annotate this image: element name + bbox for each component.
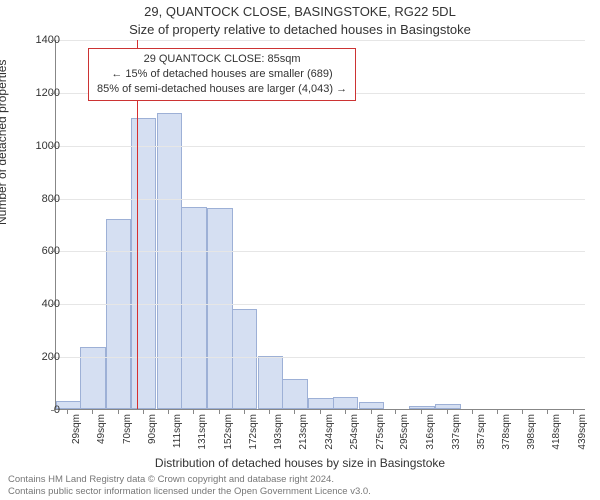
chart-subtitle: Size of property relative to detached ho… [0, 22, 600, 37]
x-axis-label: Distribution of detached houses by size … [0, 456, 600, 470]
histogram-bar [282, 379, 307, 409]
x-tick-label: 234sqm [324, 414, 335, 460]
x-tick-mark [472, 410, 473, 414]
y-tick-mark [51, 40, 55, 41]
histogram-bar [258, 356, 283, 409]
footer: Contains HM Land Registry data © Crown c… [8, 474, 371, 498]
x-tick-label: 49sqm [96, 414, 107, 460]
x-tick-mark [522, 410, 523, 414]
x-tick-mark [118, 410, 119, 414]
x-tick-mark [67, 410, 68, 414]
x-tick-label: 111sqm [172, 414, 183, 460]
info-line3: 85% of semi-detached houses are larger (… [97, 82, 347, 97]
x-tick-mark [447, 410, 448, 414]
x-tick-mark [92, 410, 93, 414]
x-tick-mark [497, 410, 498, 414]
grid-line [56, 357, 585, 358]
x-tick-label: 193sqm [273, 414, 284, 460]
x-tick-mark [193, 410, 194, 414]
x-tick-mark [143, 410, 144, 414]
y-tick-mark [51, 410, 55, 411]
histogram-bar [131, 118, 156, 409]
x-tick-label: 398sqm [526, 414, 537, 460]
y-tick-mark [51, 304, 55, 305]
x-tick-mark [421, 410, 422, 414]
y-tick-mark [51, 251, 55, 252]
x-tick-label: 439sqm [577, 414, 588, 460]
x-tick-mark [219, 410, 220, 414]
x-tick-mark [345, 410, 346, 414]
x-tick-mark [168, 410, 169, 414]
chart-container: { "title": "29, QUANTOCK CLOSE, BASINGST… [0, 0, 600, 500]
x-tick-label: 152sqm [223, 414, 234, 460]
x-tick-label: 357sqm [476, 414, 487, 460]
info-box: 29 QUANTOCK CLOSE: 85sqm ← 15% of detach… [88, 48, 356, 101]
x-tick-mark [371, 410, 372, 414]
x-tick-mark [294, 410, 295, 414]
footer-line1: Contains HM Land Registry data © Crown c… [8, 474, 371, 486]
y-tick-mark [51, 93, 55, 94]
histogram-bar [232, 309, 257, 409]
histogram-bar [409, 406, 434, 409]
x-tick-label: 316sqm [425, 414, 436, 460]
grid-line [56, 251, 585, 252]
histogram-bar [308, 398, 333, 409]
x-tick-mark [573, 410, 574, 414]
x-tick-mark [269, 410, 270, 414]
histogram-bar [359, 402, 384, 409]
grid-line [56, 146, 585, 147]
x-tick-label: 254sqm [349, 414, 360, 460]
histogram-bar [157, 113, 182, 409]
histogram-bar [207, 208, 232, 409]
info-line2: ← 15% of detached houses are smaller (68… [97, 67, 347, 82]
histogram-bar [106, 219, 131, 409]
x-tick-label: 213sqm [298, 414, 309, 460]
x-tick-label: 337sqm [451, 414, 462, 460]
grid-line [56, 40, 585, 41]
x-tick-mark [395, 410, 396, 414]
x-tick-mark [320, 410, 321, 414]
x-tick-label: 29sqm [71, 414, 82, 460]
y-tick-mark [51, 199, 55, 200]
footer-line2: Contains public sector information licen… [8, 486, 371, 498]
x-tick-label: 172sqm [248, 414, 259, 460]
x-tick-label: 295sqm [399, 414, 410, 460]
x-tick-label: 418sqm [551, 414, 562, 460]
x-tick-mark [244, 410, 245, 414]
x-tick-label: 131sqm [197, 414, 208, 460]
y-tick-mark [51, 146, 55, 147]
histogram-bar [181, 207, 206, 409]
grid-line [56, 304, 585, 305]
histogram-bar [333, 397, 358, 409]
histogram-bar [435, 404, 460, 409]
x-tick-label: 378sqm [501, 414, 512, 460]
info-line1: 29 QUANTOCK CLOSE: 85sqm [97, 52, 347, 67]
x-tick-label: 90sqm [147, 414, 158, 460]
chart-title: 29, QUANTOCK CLOSE, BASINGSTOKE, RG22 5D… [0, 4, 600, 19]
y-tick-mark [51, 357, 55, 358]
grid-line [56, 199, 585, 200]
x-tick-label: 275sqm [375, 414, 386, 460]
x-tick-label: 70sqm [122, 414, 133, 460]
x-tick-mark [547, 410, 548, 414]
y-axis-label: Number of detached properties [0, 60, 9, 225]
